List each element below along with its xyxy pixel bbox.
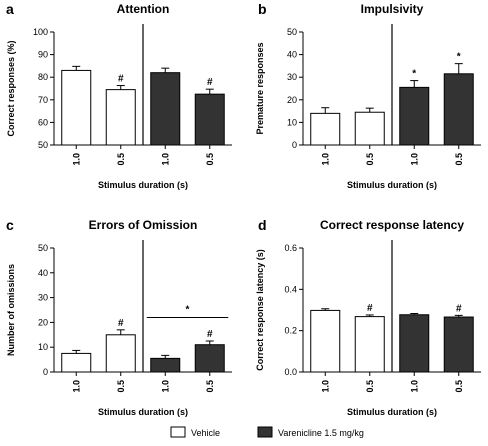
significance-marker: * [457, 52, 461, 63]
panel-c: c Errors of Omission 0 10 20 30 40 50 Number of … [6, 217, 232, 417]
bar-vehicle [61, 352, 92, 373]
x-tick-label: 0.5 [116, 380, 126, 393]
x-tick-label: 1.0 [409, 380, 419, 393]
significance-marker: # [118, 74, 124, 85]
significance-marker: # [207, 329, 213, 340]
bar-varenicline [194, 344, 225, 373]
y-axis-label: Premature responses [255, 42, 265, 134]
legend-label-varenicline: Varenicline 1.5 mg/kg [278, 428, 364, 438]
x-tick-label: 1.0 [71, 380, 81, 393]
y-tick-label: 40 [38, 268, 48, 278]
bar-varenicline [399, 314, 430, 373]
x-tick-label: 0.5 [365, 380, 375, 393]
panel-letter: d [258, 217, 267, 233]
x-tick-label: 1.0 [71, 153, 81, 166]
y-tick-label: 90 [38, 50, 48, 60]
legend: Vehicle Varenicline 1.5 mg/kg [170, 426, 364, 438]
y-tick-label: 60 [38, 117, 48, 127]
y-tick-label: 40 [287, 50, 297, 60]
y-tick-label: 100 [33, 27, 48, 37]
y-tick-label: 80 [38, 72, 48, 82]
bar-vehicle [354, 111, 385, 146]
significance-marker: # [367, 303, 373, 314]
bar-varenicline [443, 73, 474, 146]
bar-vehicle [354, 316, 385, 373]
y-tick-label: 70 [38, 95, 48, 105]
bar-vehicle [310, 112, 341, 146]
y-tick-label: 30 [287, 72, 297, 82]
bar-varenicline [443, 316, 474, 373]
y-tick-label: 0.0 [284, 367, 297, 377]
bar-varenicline [150, 357, 181, 373]
bracket-marker: * [186, 304, 190, 315]
legend-label-vehicle: Vehicle [191, 428, 220, 438]
x-tick-label: 0.5 [454, 153, 464, 166]
panel-letter: b [258, 1, 267, 17]
panel-title: Impulsivity [361, 2, 424, 16]
x-tick-label: 1.0 [409, 153, 419, 166]
y-tick-label: 20 [38, 317, 48, 327]
x-tick-label: 1.0 [320, 153, 330, 166]
x-axis-label: Stimulus duration (s) [98, 180, 188, 190]
bar-varenicline [150, 72, 181, 146]
y-axis-label: Correct responses (%) [6, 40, 16, 136]
x-tick-label: 0.5 [205, 380, 215, 393]
bar-vehicle [310, 309, 341, 373]
panel-title: Attention [117, 2, 170, 16]
y-tick-label: 0.6 [284, 243, 297, 253]
significance-marker: # [118, 318, 124, 329]
x-tick-label: 1.0 [160, 153, 170, 166]
legend-swatch-vehicle [170, 426, 186, 438]
y-tick-label: 10 [38, 342, 48, 352]
panel-title: Errors of Omission [89, 218, 198, 232]
x-tick-label: 0.5 [205, 153, 215, 166]
panel-title: Correct response latency [320, 218, 464, 232]
panel-d: d Correct response latency 0.0 0.2 0.4 0.6 Cor… [255, 217, 481, 417]
bar-varenicline [399, 86, 430, 146]
y-tick-label: 0.4 [284, 284, 297, 294]
bar-vehicle [105, 334, 136, 373]
panel-letter: a [6, 1, 14, 17]
y-axis-label: Correct response latency (s) [255, 249, 265, 371]
y-tick-label: 30 [38, 293, 48, 303]
y-tick-label: 0.2 [284, 326, 297, 336]
bar-vehicle [105, 89, 136, 146]
significance-marker: * [412, 69, 416, 80]
x-tick-label: 0.5 [454, 380, 464, 393]
x-tick-label: 1.0 [160, 380, 170, 393]
x-tick-label: 0.5 [116, 153, 126, 166]
legend-swatch-varenicline [257, 426, 273, 438]
panel-letter: c [6, 217, 14, 233]
panel-b: b Impulsivity 0 10 20 30 40 50 Premature respons… [255, 1, 481, 190]
y-tick-label: 20 [287, 95, 297, 105]
y-axis-label: Number of omissions [6, 264, 16, 356]
y-tick-label: 50 [38, 140, 48, 150]
x-axis-label: Stimulus duration (s) [347, 407, 437, 417]
bar-vehicle [61, 69, 92, 146]
x-axis-label: Stimulus duration (s) [347, 180, 437, 190]
panel-a: a Attention 50 60 70 80 90 100 Correct responses… [6, 1, 232, 190]
significance-marker: # [207, 77, 213, 88]
y-tick-label: 10 [287, 117, 297, 127]
x-tick-label: 1.0 [320, 380, 330, 393]
x-tick-label: 0.5 [365, 153, 375, 166]
y-tick-label: 50 [38, 243, 48, 253]
x-axis-label: Stimulus duration (s) [98, 407, 188, 417]
y-tick-label: 0 [43, 367, 48, 377]
y-tick-label: 0 [292, 140, 297, 150]
y-tick-label: 50 [287, 27, 297, 37]
significance-marker: # [456, 303, 462, 314]
bar-varenicline [194, 93, 225, 146]
